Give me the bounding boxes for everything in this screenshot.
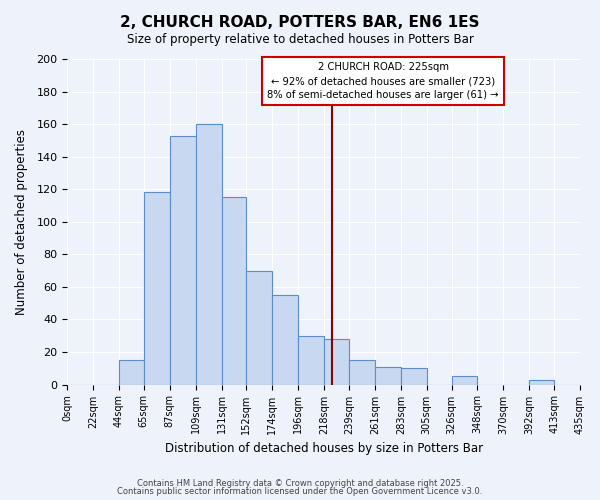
Bar — [196, 124, 221, 384]
Text: Size of property relative to detached houses in Potters Bar: Size of property relative to detached ho… — [127, 32, 473, 46]
X-axis label: Distribution of detached houses by size in Potters Bar: Distribution of detached houses by size … — [164, 442, 482, 455]
Bar — [272, 295, 298, 384]
Bar — [247, 270, 272, 384]
Bar — [529, 380, 554, 384]
Bar — [375, 366, 401, 384]
Bar — [170, 136, 196, 384]
Y-axis label: Number of detached properties: Number of detached properties — [15, 129, 28, 315]
Bar — [119, 360, 144, 384]
Text: Contains public sector information licensed under the Open Government Licence v3: Contains public sector information licen… — [118, 487, 482, 496]
Bar — [221, 198, 247, 384]
Bar — [452, 376, 478, 384]
Bar — [401, 368, 427, 384]
Text: Contains HM Land Registry data © Crown copyright and database right 2025.: Contains HM Land Registry data © Crown c… — [137, 478, 463, 488]
Bar — [324, 339, 349, 384]
Text: 2, CHURCH ROAD, POTTERS BAR, EN6 1ES: 2, CHURCH ROAD, POTTERS BAR, EN6 1ES — [120, 15, 480, 30]
Text: 2 CHURCH ROAD: 225sqm
← 92% of detached houses are smaller (723)
8% of semi-deta: 2 CHURCH ROAD: 225sqm ← 92% of detached … — [268, 62, 499, 100]
Bar — [298, 336, 324, 384]
Bar — [144, 192, 170, 384]
Bar — [349, 360, 375, 384]
